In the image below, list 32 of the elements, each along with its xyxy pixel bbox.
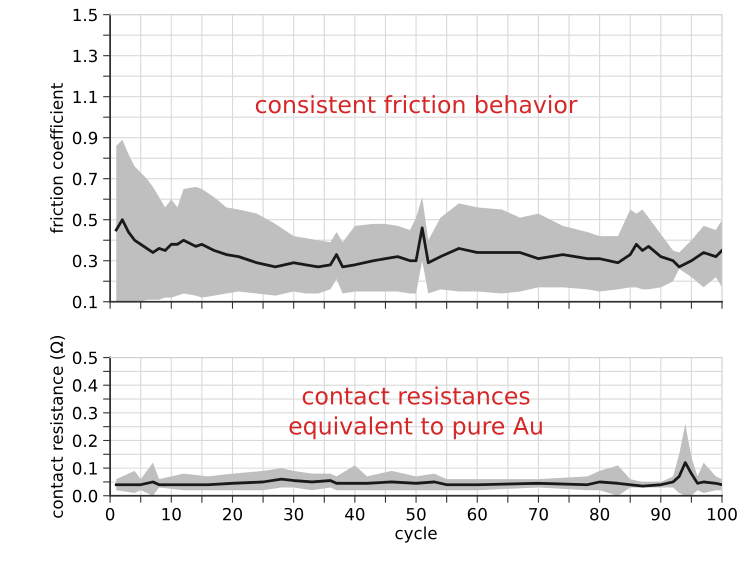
x-tick-label: 60 bbox=[468, 508, 487, 520]
line-series bbox=[114, 218, 722, 268]
y-tick-label: 0.1 bbox=[72, 296, 97, 308]
x-tick-label: 20 bbox=[223, 508, 242, 520]
x-tick-label: 90 bbox=[651, 508, 670, 520]
y-tick-label: 0.1 bbox=[72, 462, 97, 475]
x-tick-label: 10 bbox=[162, 508, 181, 520]
y-tick-label: 0.7 bbox=[72, 172, 97, 186]
y-axis-title: contact resistance (Ω) bbox=[50, 336, 65, 518]
x-axis-title: cycle bbox=[395, 526, 437, 543]
y-tick-label: 0.3 bbox=[72, 406, 97, 420]
y-tick-label: 0.0 bbox=[72, 490, 98, 502]
annotation: contact resistances equivalent to pure Au bbox=[289, 386, 542, 440]
y-axis-title: friction coefficient bbox=[50, 83, 64, 234]
y-tick-label: 0.5 bbox=[72, 352, 97, 364]
x-tick-label: 80 bbox=[590, 508, 610, 520]
y-tick-label: 0.2 bbox=[72, 434, 97, 448]
y-tick-label: 1.3 bbox=[74, 50, 97, 62]
x-tick-label: 50 bbox=[406, 508, 426, 520]
y-tick-label: 0.3 bbox=[72, 254, 97, 268]
x-tick-label: 100 bbox=[708, 508, 737, 520]
y-tick-label: 0.4 bbox=[72, 379, 98, 392]
y-tick-label: 1.1 bbox=[74, 90, 97, 104]
line-series bbox=[114, 461, 722, 488]
x-tick-label: 40 bbox=[345, 508, 364, 520]
x-tick-label: 70 bbox=[529, 508, 548, 520]
x-tick-label: 0 bbox=[106, 508, 114, 520]
annotation: consistent friction behavior bbox=[256, 95, 578, 114]
x-tick-label: 30 bbox=[284, 508, 304, 520]
y-tick-label: 0.5 bbox=[72, 214, 97, 226]
y-tick-label: 1.5 bbox=[74, 8, 97, 22]
y-tick-label: 0.9 bbox=[72, 132, 98, 144]
